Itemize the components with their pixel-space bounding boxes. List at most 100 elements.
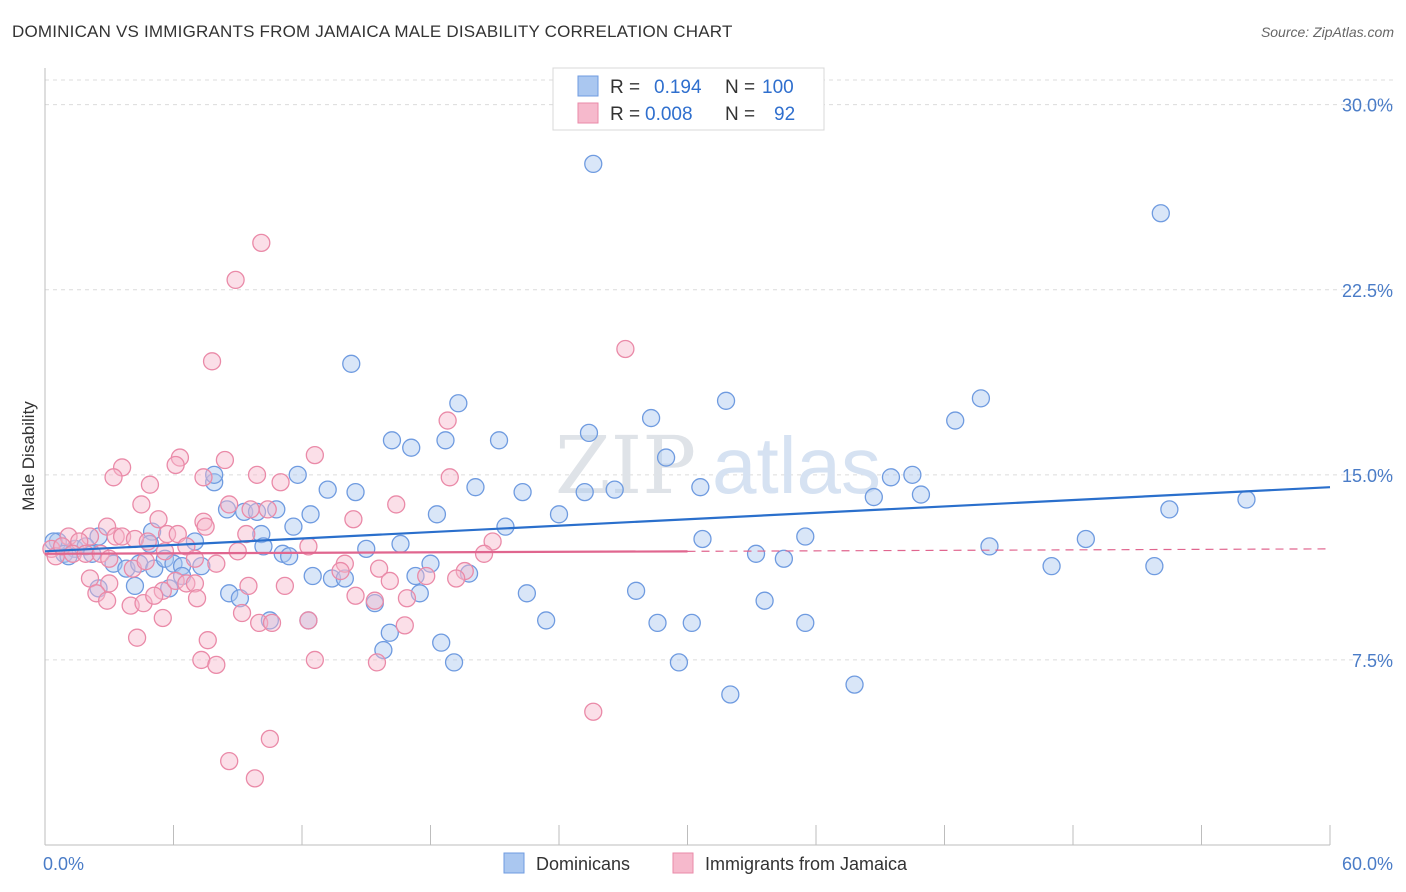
dominicans-point — [693, 529, 712, 549]
dominicans-point — [1076, 529, 1095, 549]
dominicans-point — [716, 391, 736, 410]
bottom-legend-jamaica: Immigrants from Jamaica — [705, 854, 908, 874]
dominicans-point — [656, 448, 676, 467]
dominicans-point — [288, 465, 307, 484]
dominicans-point — [774, 549, 794, 568]
jamaica-point — [177, 537, 196, 556]
dominicans-point — [845, 675, 864, 694]
jamaica-point — [136, 552, 155, 571]
jamaica-point — [220, 495, 239, 514]
dominicans-point — [641, 408, 661, 428]
jamaica-point — [241, 500, 260, 519]
jamaica-point — [483, 532, 502, 551]
jamaica-point — [153, 581, 172, 600]
dominicans-point — [205, 465, 224, 484]
dominicans-point — [192, 556, 211, 576]
jamaica-point — [584, 702, 603, 721]
jamaica-point — [168, 524, 187, 544]
jamaica-trend-line — [44, 550, 688, 555]
jamaica-point — [226, 270, 245, 290]
dominicans-point — [444, 653, 464, 672]
dominicans-point — [279, 547, 299, 566]
jamaica-point — [395, 616, 414, 635]
watermark-zip: ZIP — [555, 419, 696, 512]
jamaica-point — [239, 576, 258, 596]
dominicans-point — [220, 584, 239, 603]
jamaica-point — [344, 510, 363, 529]
dominicans-point — [436, 431, 455, 450]
dominicans-point — [584, 154, 603, 174]
dominicans-point — [303, 566, 322, 586]
jamaica-point — [438, 411, 457, 430]
jamaica-point — [202, 352, 222, 371]
legend-r-value-1: 0.194 — [654, 77, 702, 98]
dominicans-point — [796, 613, 815, 633]
jamaica-point — [196, 517, 215, 536]
y-tick-label: 7.5% — [1352, 651, 1393, 671]
jamaica-point — [134, 594, 153, 613]
dominicans-point — [260, 611, 280, 630]
jamaica-point — [185, 549, 205, 568]
jamaica-point — [104, 468, 123, 487]
dominicans-point — [318, 480, 337, 499]
jamaica-point — [166, 571, 185, 591]
legend-n-label-1: N = — [725, 77, 755, 98]
dominicans-point — [1042, 556, 1061, 576]
dominicans-point — [1151, 204, 1170, 223]
jamaica-point — [245, 769, 265, 788]
jamaica-point — [194, 468, 213, 487]
jamaica-point — [331, 561, 350, 581]
jamaica-point — [106, 527, 125, 546]
dominicans-point — [1145, 556, 1164, 576]
dominicans-point — [903, 465, 922, 484]
jamaica-point — [258, 500, 277, 519]
jamaica-point — [365, 591, 384, 610]
jamaica-point — [59, 527, 78, 546]
dominicans-point — [579, 423, 599, 443]
jamaica-point — [250, 613, 269, 633]
jamaica-point — [440, 468, 459, 487]
legend-r-label-2: R = — [610, 104, 640, 125]
y-axis-label: Male Disability — [19, 401, 38, 511]
jamaica-point — [97, 591, 117, 610]
jamaica-point — [207, 655, 226, 675]
jamaica-point — [228, 542, 247, 561]
jamaica-point — [247, 465, 267, 484]
jamaica-point — [155, 542, 175, 561]
dominicans-point — [155, 549, 175, 568]
jamaica-point — [198, 631, 217, 650]
dominicans-trend-line — [44, 486, 1331, 553]
dominicans-point — [796, 527, 815, 546]
source-label: Source: ZipAtlas.com — [1260, 24, 1394, 40]
jamaica-point — [305, 650, 325, 670]
jamaica-point — [153, 608, 172, 628]
dominicans-point — [391, 534, 410, 554]
jamaica-point — [132, 495, 151, 514]
dominicans-point — [864, 487, 883, 507]
dominicans-point — [301, 505, 320, 524]
dominicans-point — [230, 589, 250, 608]
x-tick-label-max: 60.0% — [1342, 854, 1393, 874]
chart-title: DOMINICAN VS IMMIGRANTS FROM JAMAICA MAL… — [12, 22, 733, 41]
jamaica-point — [166, 455, 185, 475]
dominicans-point — [980, 537, 999, 556]
x-tick-label-min: 0.0% — [43, 854, 84, 874]
jamaica-point — [187, 589, 207, 608]
dominicans-point — [1237, 490, 1256, 509]
dominicans-point — [382, 431, 402, 450]
dominicans-point — [402, 438, 421, 457]
dominicans-point — [496, 517, 515, 536]
watermark-atlas: atlas — [712, 421, 881, 510]
jamaica-point — [149, 510, 168, 529]
dominicans-point — [537, 611, 556, 630]
jamaica-point — [140, 475, 160, 494]
y-tick-label: 30.0% — [1342, 96, 1393, 116]
jamaica-point — [397, 589, 417, 608]
jamaica-point — [232, 603, 252, 623]
dominicans-point — [357, 539, 376, 559]
watermark: ZIP atlas — [555, 419, 881, 512]
jamaica-point — [207, 554, 226, 573]
legend-n-value-1: 100 — [762, 77, 794, 98]
dominicans-point — [721, 685, 740, 704]
